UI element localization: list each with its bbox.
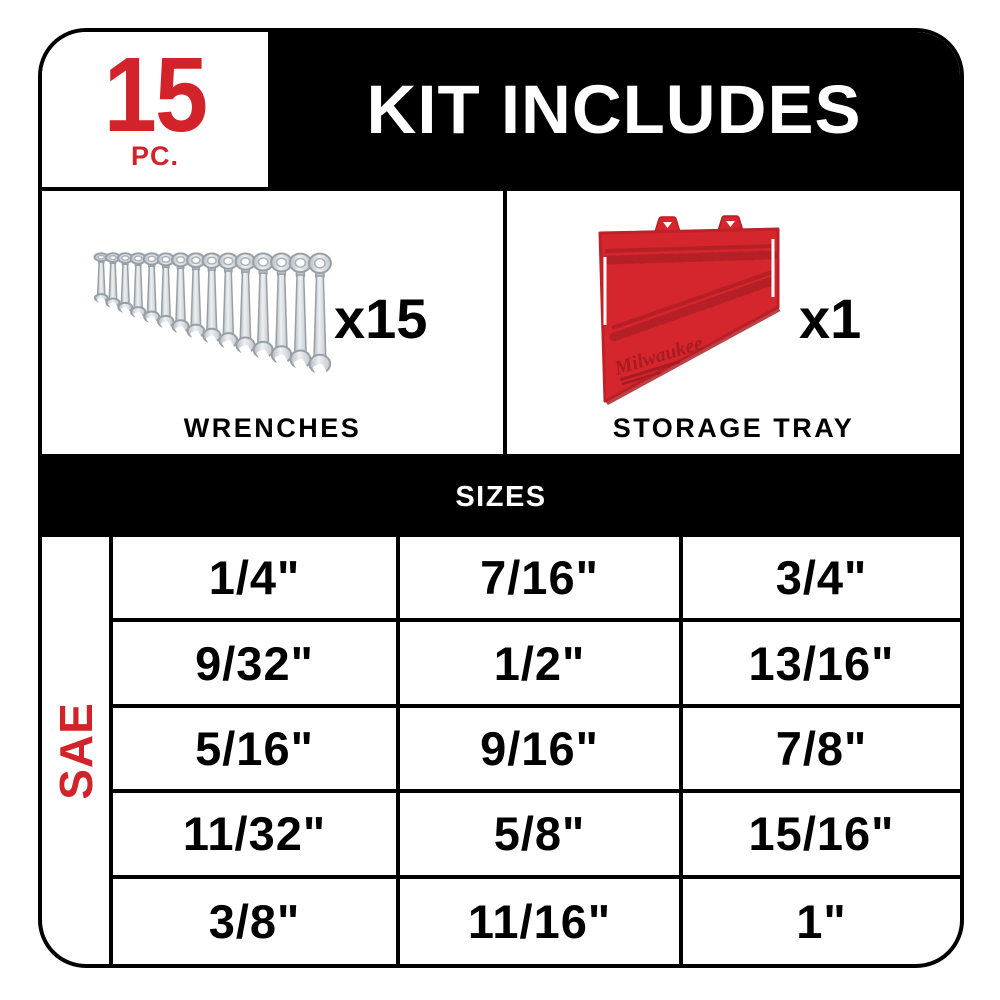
size-cell-r3c1: 5/16" [113, 707, 400, 794]
wrenches-group [94, 252, 332, 379]
piece-count-unit: PC. [130, 141, 179, 172]
size-cell-r3c2: 9/16" [400, 707, 683, 794]
sae-label: SAE [49, 701, 102, 800]
size-cell-r2c2: 1/2" [400, 622, 683, 708]
storage-tray-quantity: x1 [799, 287, 862, 350]
size-cell-r4c2: 5/8" [400, 793, 683, 879]
header-row: 15 PC. KIT INCLUDES [42, 32, 960, 191]
size-cell-r5c3: 1" [796, 894, 847, 948]
piece-count-cell: 15 PC. [42, 32, 268, 187]
wrenches-quantity: x15 [334, 287, 428, 350]
size-table: SAE 1/4" 7/16" 3/4" 9/32" 1/2" 13/16" 5/… [42, 537, 960, 964]
size-cell-r1c2: 7/16" [400, 537, 683, 623]
size-grid: 1/4" 7/16" 3/4" 9/32" 1/2" 13/16" 5/16" … [113, 537, 960, 964]
size-cell-r4c3: 15/16" [683, 793, 960, 879]
kit-includes-banner: KIT INCLUDES [268, 32, 960, 187]
storage-tray-illustration: Milwaukee [598, 215, 781, 405]
sae-label-cell: SAE [42, 537, 113, 964]
sizes-banner: SIZES [42, 458, 960, 537]
kit-includes-title: KIT INCLUDES [366, 71, 862, 148]
wrenches-panel: x15 WRENCHES [42, 191, 507, 454]
size-cell-r1c3: 3/4" [683, 537, 960, 623]
products-row: x15 WRENCHES [42, 191, 960, 458]
storage-tray-caption: STORAGE TRAY [612, 413, 855, 443]
size-cell-r4c1: 11/32" [113, 793, 400, 879]
size-cell-r3c3: 7/8" [683, 708, 960, 794]
size-cell-r2c3: 13/16" [683, 622, 960, 708]
size-cell-r2c1: 9/32" [113, 622, 400, 708]
kit-card: 15 PC. KIT INCLUDES [38, 28, 964, 968]
wrenches-caption: WRENCHES [183, 413, 362, 443]
size-cell-r5c2: 11/16" [400, 878, 683, 964]
size-cell-r5c1: 3/8" [113, 878, 400, 964]
storage-tray-panel: Milwaukee x1 STORAGE TRAY [507, 191, 960, 454]
piece-count-value: 15 [103, 35, 208, 154]
size-cell-r1c1: 1/4" [113, 537, 400, 623]
tray-hang-tabs [653, 215, 745, 233]
sizes-title: SIZES [455, 481, 547, 513]
